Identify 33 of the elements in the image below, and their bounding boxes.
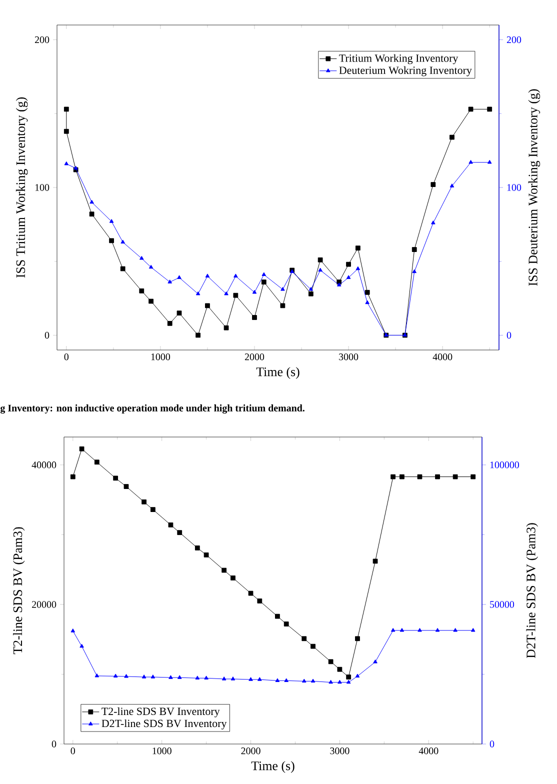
y2-tick-label: 100000 — [490, 462, 520, 468]
y2-tick-label: 50000 — [490, 601, 514, 608]
legend-label: Tritium Working Inventory — [339, 54, 458, 64]
y-tick-label: 100 — [35, 184, 50, 191]
x-tick-label: 4000 — [418, 748, 438, 754]
x-axis-title: Time (s) — [251, 761, 294, 773]
y-tick-label: 200 — [34, 36, 50, 44]
y2-axis-title: D2T-line SDS BV (Pam3) — [526, 523, 538, 658]
legend-label: T2-line SDS BV Inventory — [102, 707, 220, 718]
y2-tick-label: 0 — [506, 332, 512, 339]
x-axis-title: Time (s) — [256, 367, 300, 379]
x-tick-label: 0 — [70, 748, 76, 754]
legend-label: D2T-line SDS BV Inventory — [102, 719, 227, 730]
x-tick-label: 2000 — [241, 748, 260, 754]
x-tick-label: 1000 — [151, 354, 170, 360]
y2-tick-label: 100 — [507, 184, 522, 191]
x-tick-label: 0 — [64, 354, 69, 360]
y-axis-title: ISS Tritium Working Inventory (g) — [16, 97, 28, 278]
x-tick-label: 1000 — [152, 748, 172, 754]
x-tick-label: 4000 — [432, 354, 452, 360]
y-tick-label: 20000 — [32, 601, 56, 608]
y2-tick-label: 200 — [506, 36, 522, 44]
y2-axis-title: ISS Deuterium Working Inventory (g) — [528, 89, 540, 286]
text: g Inventory: non inductive operation mode under high tritium demand. — [0, 404, 304, 414]
legend-label: Deuterium Wokring Inventory — [339, 66, 472, 76]
y-tick-label: 0 — [52, 740, 56, 748]
y-tick-label: 40000 — [32, 462, 56, 468]
x-tick-label: 3000 — [330, 748, 350, 754]
x-tick-label: 3000 — [339, 354, 358, 360]
x-tick-label: 2000 — [244, 354, 264, 360]
y-tick-label: 0 — [44, 332, 50, 339]
y-axis-title: T2-line SDS BV (Pam3) — [13, 527, 25, 654]
y2-tick-label: 0 — [490, 740, 494, 748]
